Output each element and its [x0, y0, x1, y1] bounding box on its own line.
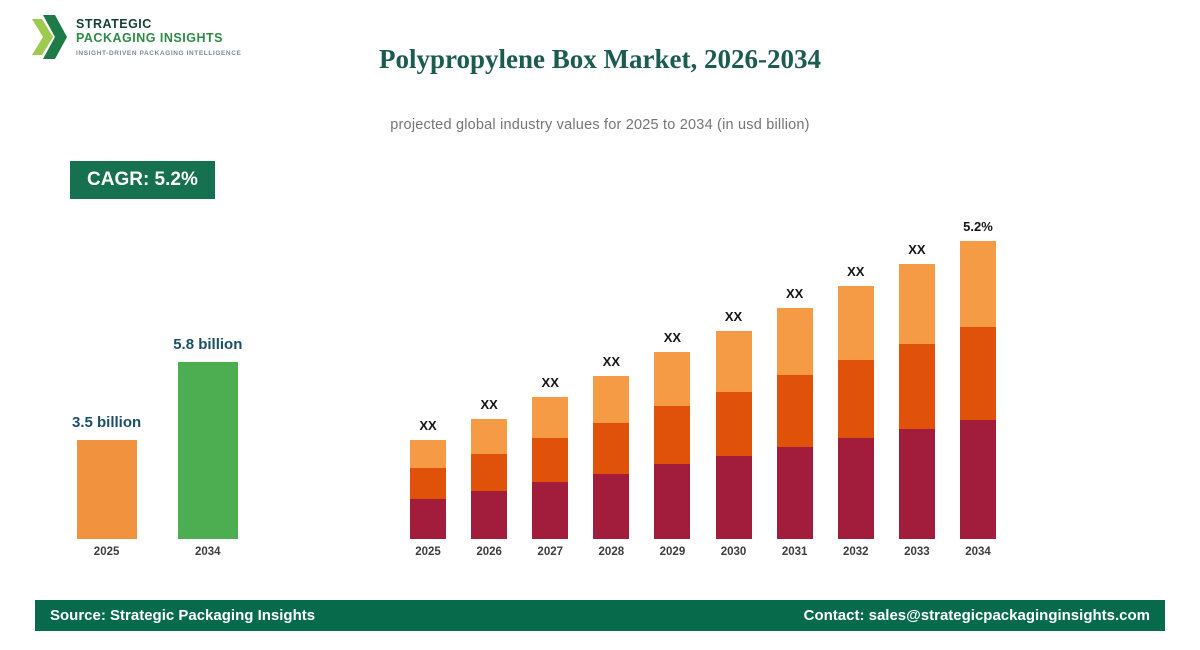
stacked-bar-column-2027: XX 2027 [528, 375, 572, 558]
bottom-segment [715, 456, 752, 539]
stacked-bar-column-2031: XX 2031 [773, 286, 817, 558]
mini-bar-column-2025: 3.5 billion 2025 [72, 414, 141, 558]
stacked-bar-2025 [410, 440, 446, 539]
cagr-badge: CAGR: 5.2% [70, 161, 215, 199]
bar-year-label: 2027 [537, 546, 564, 558]
bar-year-label: 2034 [965, 546, 991, 558]
top-segment [471, 419, 508, 454]
bar-value-label: XX [602, 354, 620, 369]
stacked-bar-2031 [776, 308, 813, 539]
middle-segment [959, 327, 996, 420]
mini-bar-year-label: 2034 [194, 546, 221, 558]
mini-bar-year-label: 2025 [93, 546, 120, 558]
bar-value-label: XX [419, 418, 437, 433]
chevron-logo-icon [32, 15, 67, 59]
stacked-bar-column-2033: XX 2033 [895, 242, 939, 558]
stacked-bar-column-2029: XX 2029 [650, 330, 694, 558]
page-subtitle: projected global industry values for 202… [390, 117, 810, 133]
bottom-segment [654, 464, 691, 539]
mini-bar-column-2034: 5.8 billion 2034 [173, 336, 242, 558]
bottom-segment [410, 499, 446, 539]
mini-bar-value-label: 5.8 billion [173, 336, 243, 353]
stacked-bar-column-2030: XX 2030 [712, 309, 756, 558]
bar-value-label: XX [908, 242, 926, 257]
stacked-bar-column-2025: XX 2025 [406, 418, 450, 558]
bottom-segment [471, 491, 508, 539]
brand-tagline: INSIGHT-DRIVEN PACKAGING INTELLIGENCE [76, 49, 242, 57]
bar-year-label: 2032 [842, 546, 869, 558]
bottom-segment [776, 447, 813, 539]
middle-segment [654, 406, 691, 464]
growth-comparison-chart: 3.5 billion 2025 5.8 billion 2034 [72, 336, 242, 558]
top-segment [898, 264, 935, 344]
top-segment [837, 286, 874, 360]
brand-logo-text: STRATEGIC PACKAGING INSIGHTS INSIGHT-DRI… [76, 17, 241, 57]
bar-value-label: XX [847, 264, 865, 279]
bottom-segment [593, 474, 630, 539]
top-segment [410, 440, 446, 468]
bar-value-label: XX [724, 309, 743, 324]
mini-bar-2025 [76, 440, 137, 539]
mini-bar-value-label: 3.5 billion [72, 414, 142, 431]
bottom-segment [898, 429, 935, 539]
middle-segment [837, 360, 874, 438]
stacked-bar-2028 [593, 376, 630, 539]
bar-value-label: XX [785, 286, 804, 301]
stacked-bar-2026 [471, 419, 508, 539]
bar-year-label: 2033 [904, 546, 930, 558]
bottom-segment [959, 420, 996, 539]
page-title: Polypropylene Box Market, 2026-2034 [379, 44, 821, 74]
stacked-bar-2029 [654, 352, 691, 539]
brand-name-line2: PACKAGING INSIGHTS [76, 31, 223, 46]
stacked-bar-2030 [715, 331, 752, 539]
middle-segment [898, 344, 935, 429]
footer-bar: Source: Strategic Packaging Insights Con… [35, 600, 1165, 631]
bottom-segment [837, 438, 874, 539]
middle-segment [715, 392, 752, 456]
footer-contact: Contact: sales@strategicpackaginginsight… [803, 607, 1150, 624]
bottom-segment [532, 482, 569, 539]
top-segment [776, 308, 813, 375]
bar-value-label: 5.2% [963, 219, 993, 234]
bar-year-label: 2031 [781, 546, 808, 558]
middle-segment [776, 375, 813, 447]
middle-segment [593, 423, 630, 474]
bar-value-label: XX [480, 397, 498, 412]
brand-name-line1: STRATEGIC [76, 16, 152, 31]
stacked-bar-2032 [837, 286, 874, 539]
stacked-bar-column-2026: XX 2026 [467, 397, 511, 558]
stacked-bar-2033 [898, 264, 935, 539]
brand-logo: STRATEGIC PACKAGING INSIGHTS INSIGHT-DRI… [32, 14, 241, 60]
top-segment [532, 397, 569, 438]
middle-segment [471, 454, 508, 491]
stacked-bar-chart: XX 2025 XX 2026 XX 2027 XX 2028 XX 2029 XX 2030 XX 20… [406, 219, 1000, 558]
mini-bar-2034 [177, 362, 238, 539]
top-segment [593, 376, 630, 423]
top-segment [959, 241, 996, 327]
top-segment [654, 352, 691, 406]
stacked-bar-2034 [959, 241, 996, 539]
stacked-bar-column-2034: 5.2% 2034 [956, 219, 1000, 558]
bar-year-label: 2026 [476, 546, 502, 558]
top-segment [715, 331, 752, 392]
bar-year-label: 2025 [415, 546, 441, 558]
stacked-bar-2027 [532, 397, 569, 539]
bar-value-label: XX [541, 375, 559, 390]
stacked-bar-column-2028: XX 2028 [589, 354, 633, 558]
bar-year-label: 2029 [659, 546, 686, 558]
middle-segment [410, 468, 446, 499]
bar-year-label: 2030 [720, 546, 747, 558]
middle-segment [532, 438, 569, 482]
bar-year-label: 2028 [598, 546, 625, 558]
stacked-bar-column-2032: XX 2032 [834, 264, 878, 558]
bar-value-label: XX [663, 330, 682, 345]
footer-source: Source: Strategic Packaging Insights [50, 607, 316, 624]
